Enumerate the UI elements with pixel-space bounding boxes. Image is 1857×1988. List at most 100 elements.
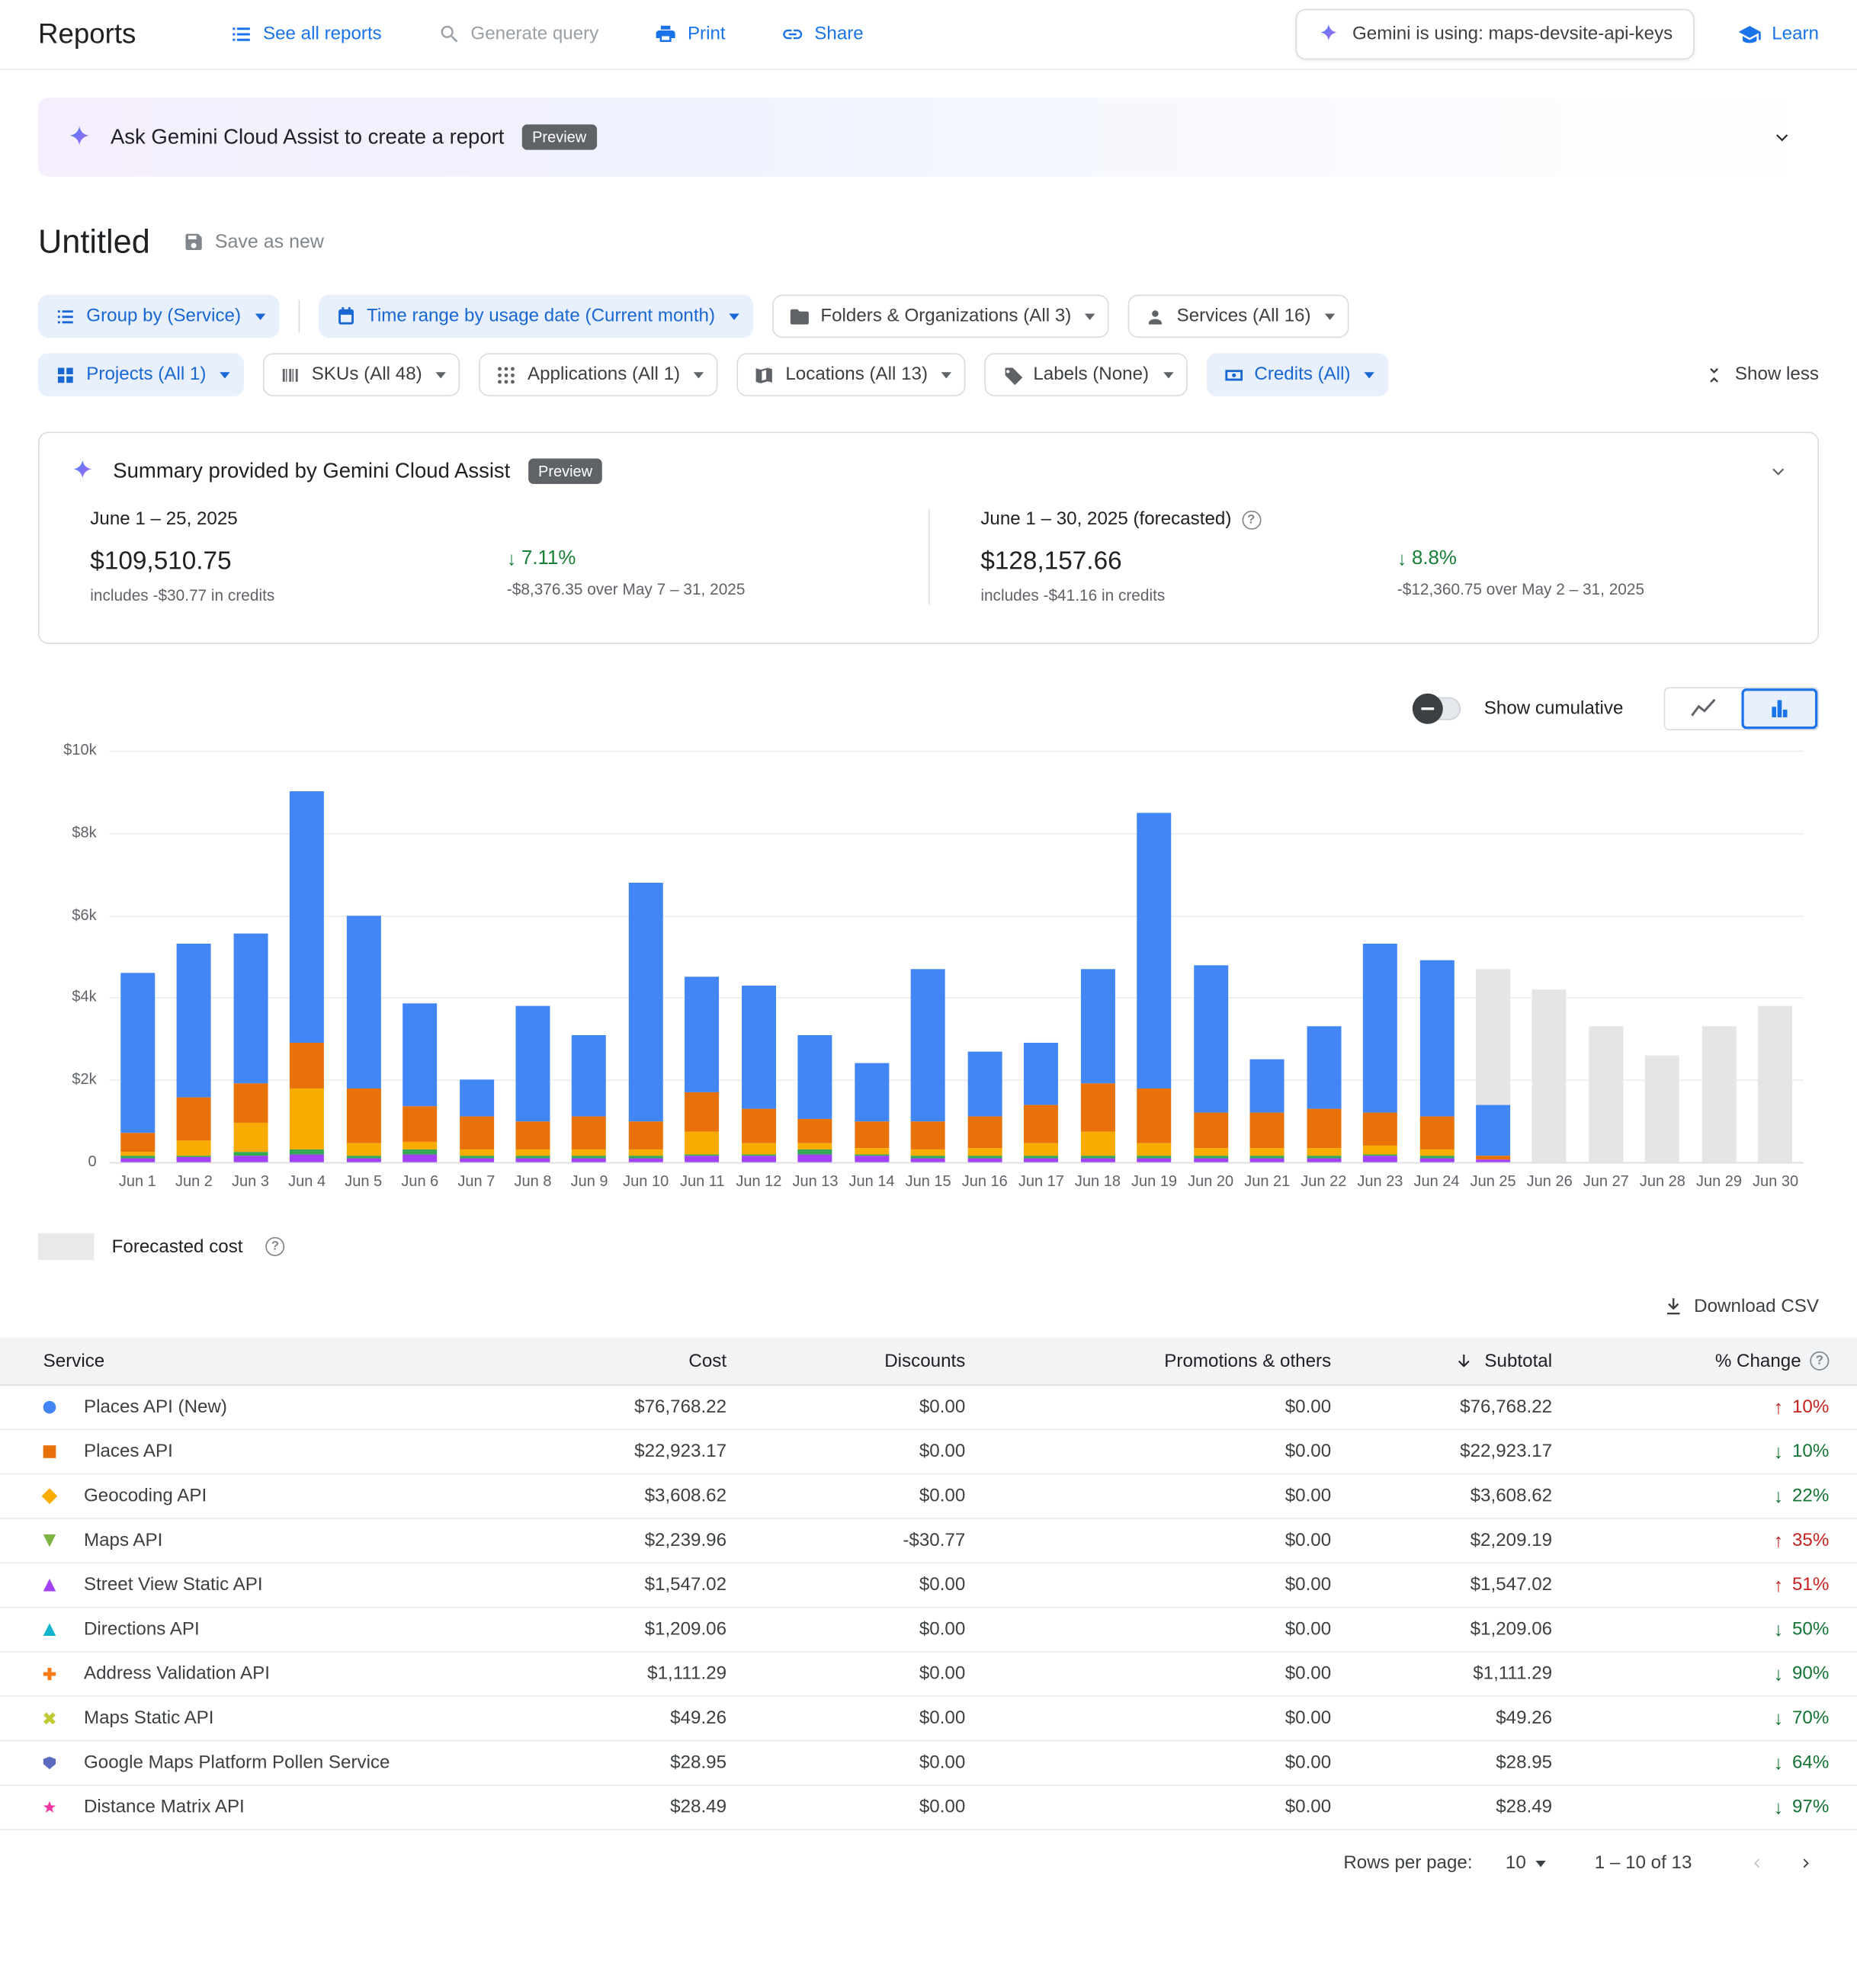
bar-jun-27[interactable]	[1589, 751, 1624, 1162]
show-less-button[interactable]: Show less	[1703, 364, 1819, 385]
print-link[interactable]: Print	[655, 23, 726, 46]
help-icon[interactable]: ?	[1810, 1351, 1830, 1371]
bar-jun-5[interactable]	[346, 751, 381, 1162]
rows-per-page-select[interactable]: 10	[1506, 1853, 1547, 1874]
bar-chart-button[interactable]	[1741, 688, 1818, 729]
bar-jun-30[interactable]	[1758, 751, 1793, 1162]
download-csv-button[interactable]: Download CSV	[1663, 1296, 1819, 1317]
col-service[interactable]: Service	[43, 1351, 105, 1371]
learn-link[interactable]: Learn	[1737, 22, 1819, 46]
table-row[interactable]: Places API $22,923.17 $0.00 $0.00 $22,923.17…	[0, 1430, 1857, 1475]
filter-chip-skus[interactable]: SKUs (All 48)	[263, 353, 460, 396]
filter-chip-services[interactable]: Services (All 16)	[1128, 294, 1349, 338]
x-tick-label: Jun 27	[1583, 1172, 1629, 1191]
bar-segment	[911, 968, 946, 1121]
show-cumulative-toggle[interactable]	[1413, 693, 1461, 724]
next-page-button[interactable]	[1788, 1847, 1821, 1880]
bar-jun-25[interactable]	[1476, 751, 1511, 1162]
filter-chip-group-by[interactable]: Group by (Service)	[37, 294, 280, 338]
bar-slot	[1126, 751, 1182, 1162]
bar-jun-8[interactable]	[515, 751, 550, 1162]
table-row[interactable]: Directions API $1,209.06 $0.00 $0.00 $1,209.…	[0, 1608, 1857, 1653]
col-discounts[interactable]: Discounts	[884, 1351, 966, 1371]
gridline	[109, 750, 1804, 752]
bar-jun-11[interactable]	[685, 751, 720, 1162]
col-change[interactable]: % Change ?	[1562, 1351, 1857, 1371]
table-row[interactable]: Street View Static API $1,547.02 $0.00 $0.0…	[0, 1563, 1857, 1608]
save-as-new-button[interactable]: Save as new	[183, 231, 324, 253]
bar-jun-1[interactable]	[120, 751, 155, 1162]
line-chart-button[interactable]	[1665, 688, 1742, 729]
bar-segment	[1080, 1156, 1115, 1159]
bar-jun-20[interactable]	[1193, 751, 1228, 1162]
bar-jun-4[interactable]	[290, 751, 325, 1162]
bar-jun-19[interactable]	[1137, 751, 1172, 1162]
bar-jun-24[interactable]	[1419, 751, 1454, 1162]
bar-segment	[290, 1043, 325, 1089]
bar-jun-28[interactable]	[1645, 751, 1680, 1162]
col-subtotal[interactable]: Subtotal	[1342, 1351, 1563, 1371]
subtotal-value: $1,209.06	[1470, 1619, 1553, 1640]
gridline	[109, 915, 1804, 917]
col-promotions[interactable]: Promotions & others	[1164, 1351, 1332, 1371]
bar-jun-12[interactable]	[741, 751, 776, 1162]
see-all-reports-link[interactable]: See all reports	[230, 23, 382, 46]
bar-jun-9[interactable]	[572, 751, 607, 1162]
bar-jun-17[interactable]	[1024, 751, 1059, 1162]
bar-jun-7[interactable]	[459, 751, 494, 1162]
filter-chip-projects[interactable]: Projects (All 1)	[37, 353, 245, 396]
bar-jun-26[interactable]	[1532, 751, 1567, 1162]
share-link[interactable]: Share	[781, 23, 864, 46]
bar-segment	[855, 1156, 890, 1162]
bar-segment	[1419, 1158, 1454, 1162]
bar-jun-13[interactable]	[797, 751, 832, 1162]
table-row[interactable]: Geocoding API $3,608.62 $0.00 $0.00 $3,608.6…	[0, 1474, 1857, 1519]
table-row[interactable]: Distance Matrix API $28.49 $0.00 $0.00 $28.4…	[0, 1786, 1857, 1831]
sparkle-icon	[70, 459, 95, 484]
bar-segment	[1080, 968, 1115, 1085]
chevron-down-icon[interactable]	[1773, 128, 1791, 146]
discounts-value: $0.00	[919, 1486, 966, 1507]
bar-jun-10[interactable]	[628, 751, 663, 1162]
bar-jun-22[interactable]	[1306, 751, 1341, 1162]
bar-jun-23[interactable]	[1362, 751, 1397, 1162]
bar-jun-29[interactable]	[1701, 751, 1737, 1162]
service-name: Address Validation API	[83, 1663, 270, 1685]
table-row[interactable]: Maps API $2,239.96 -$30.77 $0.00 $2,209.19 ↑ 3…	[0, 1519, 1857, 1564]
bar-jun-2[interactable]	[176, 751, 211, 1162]
pagination: Rows per page: 10 1 – 10 of 13	[0, 1830, 1857, 1897]
table-row[interactable]: Google Maps Platform Pollen Service $28.9…	[0, 1741, 1857, 1786]
bar-jun-21[interactable]	[1249, 751, 1285, 1162]
help-icon[interactable]: ?	[265, 1236, 285, 1256]
bar-slot	[335, 751, 392, 1162]
help-icon[interactable]: ?	[1241, 509, 1261, 529]
filter-chip-locations[interactable]: Locations (All 13)	[737, 353, 967, 396]
filter-chip-label: Locations (All 13)	[785, 364, 928, 385]
printer-icon	[655, 23, 678, 46]
filter-chip-labels[interactable]: Labels (None)	[985, 353, 1188, 396]
bar-segment	[967, 1117, 1002, 1148]
col-cost[interactable]: Cost	[688, 1351, 727, 1371]
gemini-status-box[interactable]: Gemini is using: maps-devsite-api-keys	[1294, 8, 1695, 60]
bar-jun-3[interactable]	[233, 751, 268, 1162]
table-row[interactable]: Places API (New) $76,768.22 $0.00 $0.00 $76,…	[0, 1386, 1857, 1431]
filter-chip-credits[interactable]: Credits (All)	[1206, 353, 1389, 396]
gemini-banner[interactable]: Ask Gemini Cloud Assist to create a repo…	[37, 98, 1820, 177]
filter-chip-applications[interactable]: Applications (All 1)	[479, 353, 719, 396]
filter-chip-folder[interactable]: Folders & Organizations (All 3)	[772, 294, 1110, 338]
service-name: Distance Matrix API	[83, 1797, 245, 1818]
chevron-down-icon[interactable]	[1769, 463, 1787, 480]
bar-jun-18[interactable]	[1080, 751, 1115, 1162]
bar-jun-15[interactable]	[911, 751, 946, 1162]
table-row[interactable]: Maps Static API $49.26 $0.00 $0.00 $49.26 ↓ 70…	[0, 1697, 1857, 1742]
table-row[interactable]: Address Validation API $1,111.29 $0.00 $0.0…	[0, 1653, 1857, 1698]
bar-jun-14[interactable]	[855, 751, 890, 1162]
table-body: Places API (New) $76,768.22 $0.00 $0.00 $76,…	[0, 1386, 1857, 1831]
bar-slot	[1239, 751, 1295, 1162]
bar-jun-16[interactable]	[967, 751, 1002, 1162]
bar-jun-6[interactable]	[403, 751, 438, 1162]
down-arrow-icon: ↓	[1773, 1485, 1784, 1507]
cost-value: $2,239.96	[644, 1530, 727, 1551]
filter-chip-calendar[interactable]: Time range by usage date (Current month)	[318, 294, 754, 338]
discounts-value: $0.00	[919, 1396, 966, 1418]
